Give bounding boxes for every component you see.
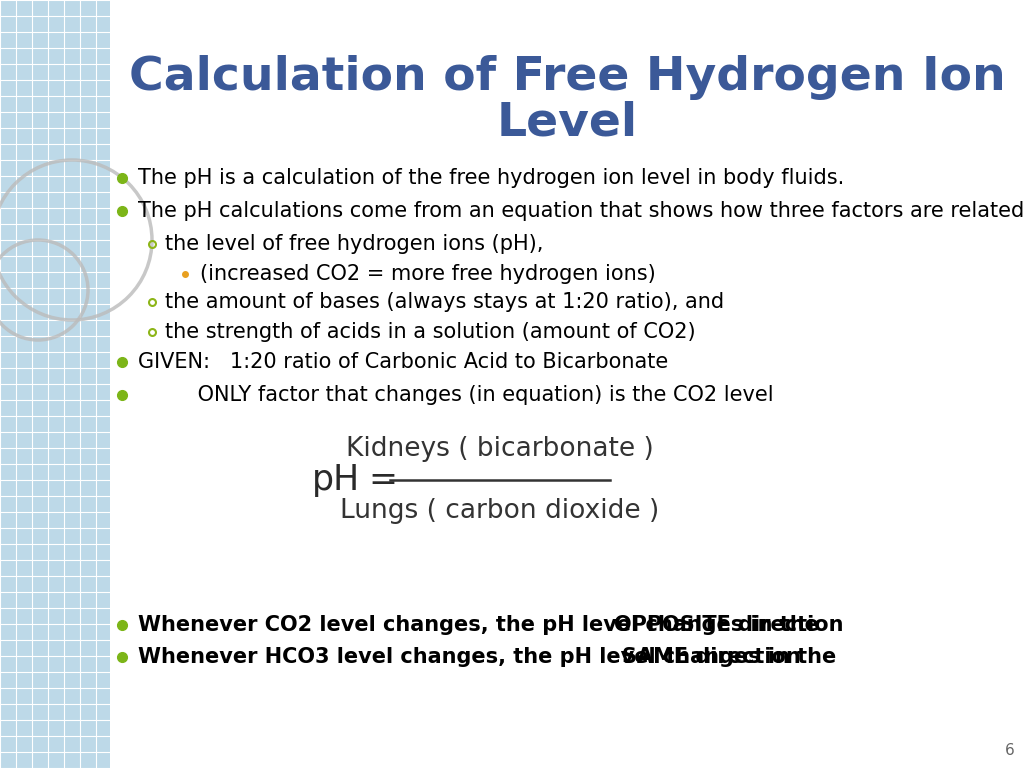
Text: OPPOSITE direction: OPPOSITE direction — [614, 615, 844, 635]
Text: the strength of acids in a solution (amount of CO2): the strength of acids in a solution (amo… — [165, 322, 695, 342]
Text: (increased CO2 = more free hydrogen ions): (increased CO2 = more free hydrogen ions… — [200, 264, 655, 284]
Text: Whenever HCO3 level changes, the pH level changes in the: Whenever HCO3 level changes, the pH leve… — [138, 647, 844, 667]
Bar — [0, 0, 110, 768]
Text: Kidneys ( bicarbonate ): Kidneys ( bicarbonate ) — [346, 436, 654, 462]
Text: Calculation of Free Hydrogen Ion: Calculation of Free Hydrogen Ion — [129, 55, 1006, 100]
Text: the level of free hydrogen ions (pH),: the level of free hydrogen ions (pH), — [165, 234, 544, 254]
Text: The pH is a calculation of the free hydrogen ion level in body fluids.: The pH is a calculation of the free hydr… — [138, 168, 844, 188]
Text: the amount of bases (always stays at 1:20 ratio), and: the amount of bases (always stays at 1:2… — [165, 292, 724, 312]
Text: ONLY factor that changes (in equation) is the CO2 level: ONLY factor that changes (in equation) i… — [138, 385, 773, 405]
Text: Whenever CO2 level changes, the pH level changes in the: Whenever CO2 level changes, the pH level… — [138, 615, 826, 635]
Text: =: = — [368, 463, 397, 497]
Text: Lungs ( carbon dioxide ): Lungs ( carbon dioxide ) — [340, 498, 659, 524]
Text: pH: pH — [312, 463, 360, 497]
Text: Level: Level — [497, 100, 638, 145]
Text: SAME direction: SAME direction — [623, 647, 801, 667]
Text: The pH calculations come from an equation that shows how three factors are relat: The pH calculations come from an equatio… — [138, 201, 1024, 221]
Text: GIVEN:   1:20 ratio of Carbonic Acid to Bicarbonate: GIVEN: 1:20 ratio of Carbonic Acid to Bi… — [138, 352, 669, 372]
Text: 6: 6 — [1006, 743, 1015, 758]
